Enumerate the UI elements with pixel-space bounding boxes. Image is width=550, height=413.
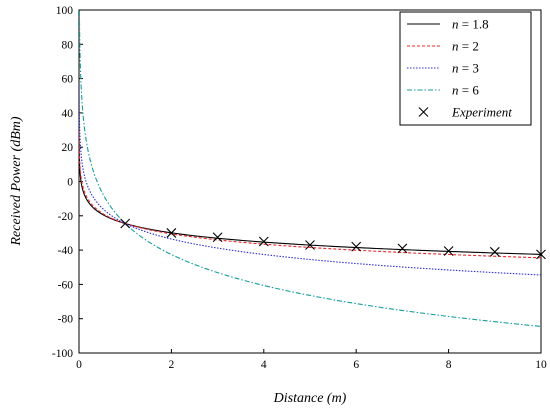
series-line-3	[79, 10, 541, 327]
experiment-point	[536, 249, 546, 260]
experiment-point	[120, 218, 131, 229]
legend-label: n = 2	[452, 39, 479, 54]
y-tick-label: -40	[58, 245, 74, 257]
legend-box	[399, 11, 532, 126]
legend-label: n = 3	[452, 61, 479, 76]
x-tick-label: 0	[76, 359, 82, 371]
y-tick-label: -100	[52, 348, 73, 360]
x-tick-label: 6	[353, 359, 359, 371]
y-tick-label: -80	[58, 314, 74, 326]
y-tick-label: 80	[62, 39, 74, 51]
y-tick-label: 60	[62, 74, 74, 86]
experiment-markers	[120, 218, 546, 260]
legend-label: n = 6	[452, 83, 479, 98]
x-tick-label: 8	[446, 359, 452, 371]
experiment-point	[305, 240, 315, 250]
legend-swatch	[418, 107, 429, 117]
experiment-point	[166, 228, 177, 238]
y-tick-label: -60	[58, 279, 74, 291]
y-tick-label: 40	[62, 108, 74, 120]
x-tick-label: 4	[261, 359, 267, 371]
experiment-point	[351, 241, 362, 252]
series-line-0	[79, 140, 541, 255]
x-axis-title: Distance (m)	[273, 391, 347, 406]
experiment-point	[258, 236, 269, 247]
y-tick-label: 20	[62, 142, 74, 154]
legend-label: n = 1.8	[452, 17, 489, 32]
axis-ticks: 0 2 4 6 8 10 -100 -80 -60 -40 -20 0 20 40 60 80 100	[52, 5, 547, 371]
experiment-point	[397, 243, 408, 254]
legend: n = 1.8 n = 2 n = 3 n = 6 Experiment	[399, 11, 532, 126]
legend-label: Experiment	[451, 105, 512, 120]
y-tick-label: 100	[56, 5, 74, 17]
experiment-point	[489, 246, 500, 257]
experiment-point	[443, 246, 454, 256]
y-tick-label: -20	[58, 211, 74, 223]
y-axis-title: Received Power (dBm)	[9, 116, 24, 246]
y-tick-label: 0	[67, 177, 73, 189]
series-line-1	[79, 130, 541, 259]
series-curves	[79, 10, 541, 327]
experiment-point	[212, 232, 223, 243]
series-line-2	[79, 84, 541, 276]
x-tick-label: 10	[535, 359, 547, 371]
x-tick-label: 2	[169, 359, 175, 371]
